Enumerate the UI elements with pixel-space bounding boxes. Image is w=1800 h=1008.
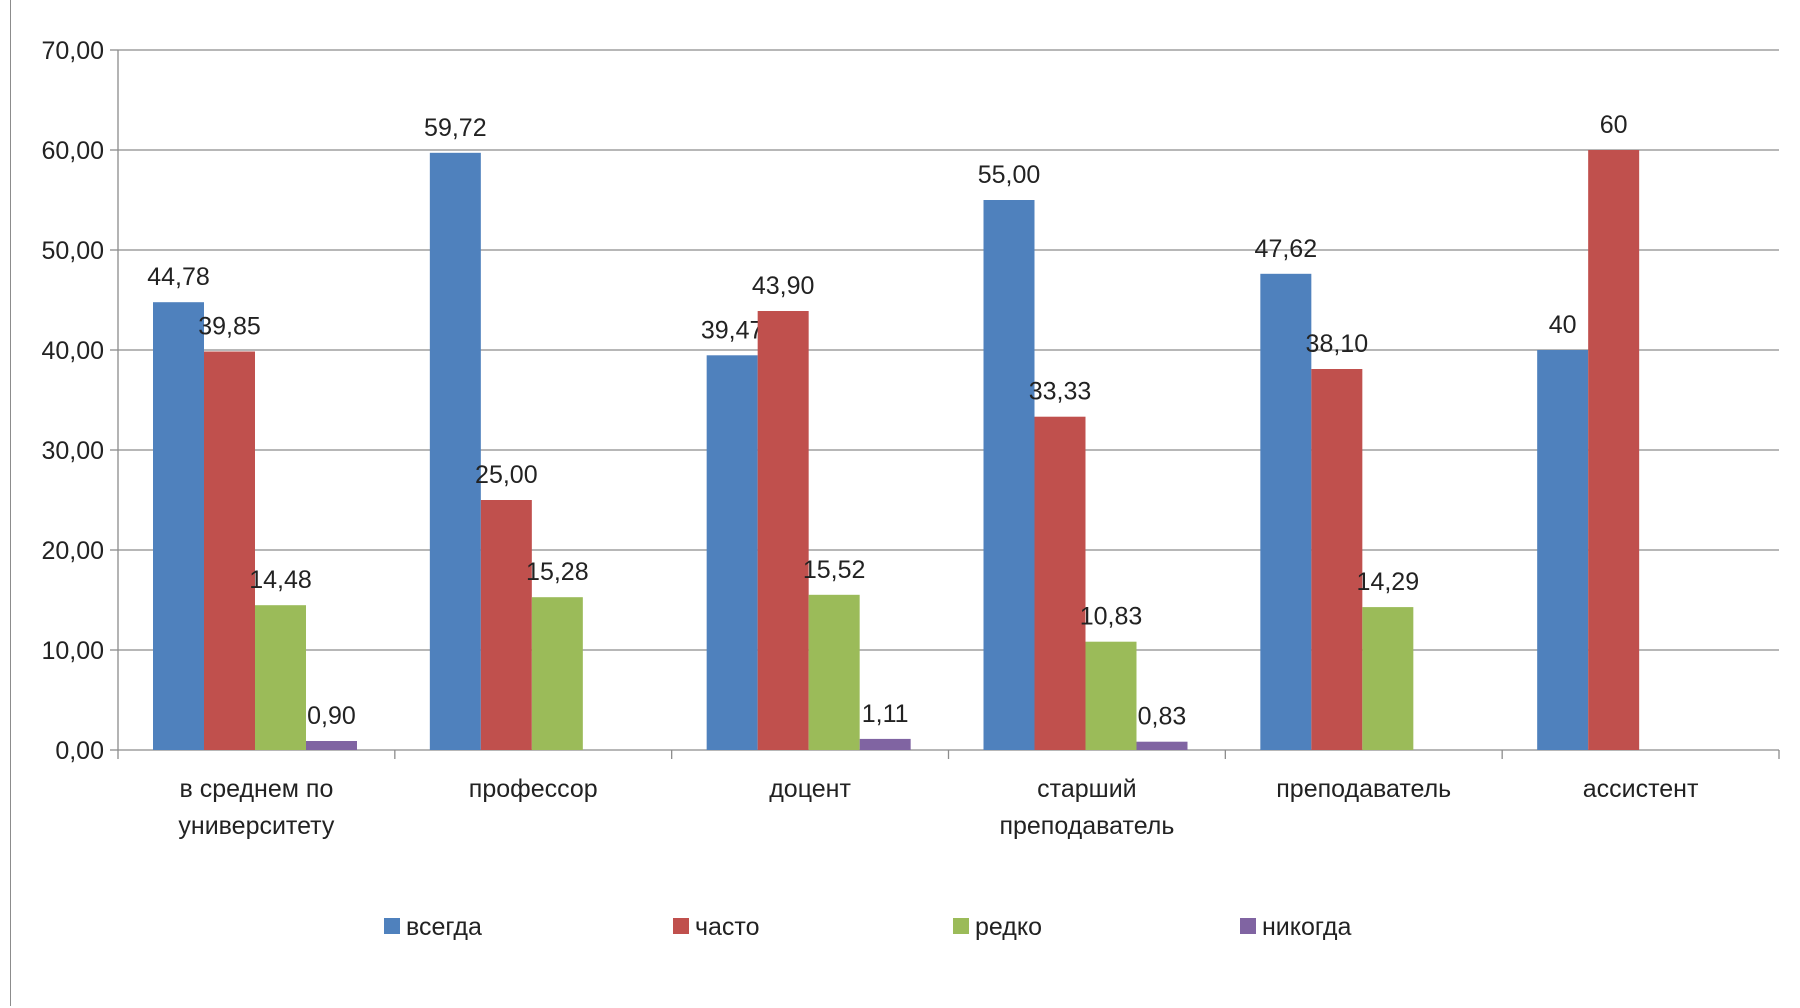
category-label: профессор (469, 775, 598, 803)
bar-часто (204, 351, 255, 750)
data-label: 25,00 (475, 461, 538, 489)
category-label: преподаватель (999, 812, 1174, 840)
y-tick-label: 40,00 (41, 337, 104, 365)
legend-label: всегда (406, 913, 482, 941)
data-label: 33,33 (1029, 378, 1092, 406)
data-label: 55,00 (978, 161, 1041, 189)
data-label: 15,28 (526, 558, 589, 586)
y-tick-label: 10,00 (41, 637, 104, 665)
bar-всегда (706, 355, 758, 750)
bar-никогда (859, 738, 911, 750)
bar-часто (480, 500, 532, 750)
bar-часто (1588, 150, 1640, 750)
y-tick-label: 30,00 (41, 437, 104, 465)
data-label: 14,29 (1357, 568, 1420, 596)
data-label: 44,78 (147, 263, 210, 291)
data-label: 0,83 (1138, 703, 1187, 731)
data-label: 40 (1549, 311, 1577, 339)
data-label: 47,62 (1255, 235, 1318, 263)
bar-никогда (306, 741, 357, 750)
bar-всегда (429, 152, 481, 751)
data-label: 60 (1600, 111, 1628, 139)
y-tick-label: 50,00 (41, 237, 104, 265)
y-tick-label: 0,00 (55, 737, 104, 765)
legend-swatch (1240, 918, 1256, 934)
bar-всегда (1537, 350, 1589, 750)
bar-редко (1085, 641, 1137, 750)
legend-label: редко (975, 913, 1042, 941)
y-tick-label: 20,00 (41, 537, 104, 565)
data-label: 1,11 (862, 700, 909, 728)
data-label: 43,90 (752, 272, 815, 300)
category-label: доцент (769, 775, 851, 803)
bar-часто (1034, 416, 1086, 750)
legend-swatch (673, 918, 689, 934)
bar-часто (1311, 369, 1363, 750)
data-label: 38,10 (1306, 330, 1369, 358)
data-label: 14,48 (249, 566, 312, 594)
bar-chart: 0,00 10,00 20,00 30,00 40,00 50,00 60,00 70,00 в… (41, 37, 1780, 941)
data-label: 15,52 (803, 556, 866, 584)
bar-никогда (1136, 741, 1188, 750)
category-label: ассистент (1583, 775, 1699, 803)
chart-frame: 0,00 10,00 20,00 30,00 40,00 50,00 60,00 70,00 в… (10, 0, 1798, 1006)
bar-редко (531, 597, 583, 750)
category-label: университету (178, 812, 335, 840)
data-label: 10,83 (1080, 603, 1143, 631)
legend-swatch (384, 918, 400, 934)
legend-label: никогда (1262, 913, 1351, 941)
bar-всегда (153, 302, 204, 750)
data-label: 59,72 (424, 114, 487, 142)
data-label: 0,90 (307, 702, 356, 730)
bar-часто (757, 311, 809, 750)
data-label: 39,47 (701, 316, 764, 344)
y-tick-label: 60,00 (41, 137, 104, 165)
data-label: 39,85 (198, 313, 261, 341)
legend-label: часто (695, 913, 760, 941)
bar-всегда (983, 200, 1035, 750)
category-label: преподаватель (1276, 775, 1451, 803)
bar-редко (255, 605, 306, 750)
bar-редко (808, 594, 860, 750)
bar-редко (1362, 607, 1414, 750)
category-label: старший (1037, 775, 1136, 803)
y-tick-label: 70,00 (41, 37, 104, 65)
bar-всегда (1260, 273, 1312, 750)
legend-swatch (953, 918, 969, 934)
category-label: в среднем по (179, 775, 333, 803)
